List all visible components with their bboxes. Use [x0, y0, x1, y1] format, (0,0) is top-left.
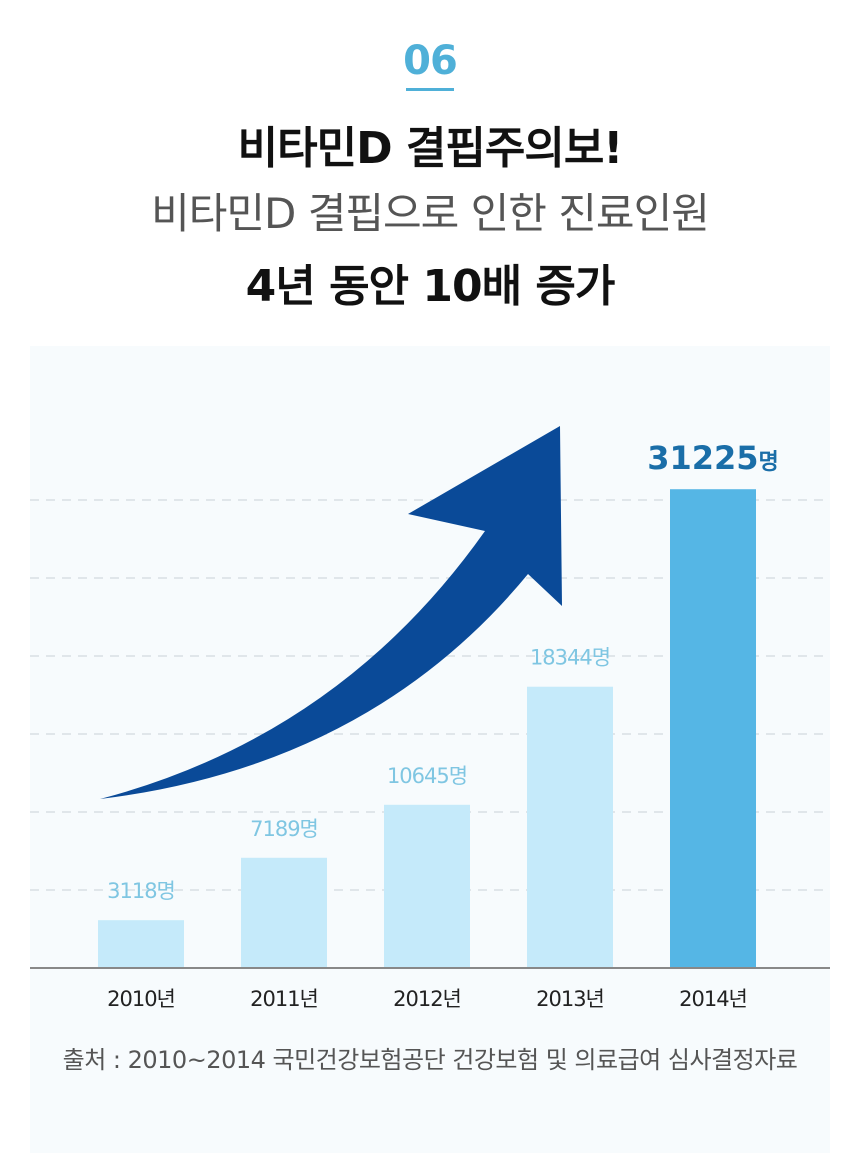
page-subtitle: 비타민D 결핍으로 인한 진료인원	[151, 189, 710, 238]
trend-arrow-icon	[100, 426, 562, 799]
data-label-0: 3118명	[107, 879, 175, 903]
bar-0	[98, 920, 184, 968]
bar-chart: 3118명 2010년 7189명 2011년 10645명 2012년 18344명 201…	[30, 426, 830, 1011]
tick-label-0: 2010년	[107, 987, 175, 1011]
page-headline: 4년 동안 10배 증가	[245, 261, 616, 312]
tick-label-3: 2013년	[536, 987, 604, 1011]
page-title: 비타민D 결핍주의보!	[237, 123, 624, 174]
data-label-3: 18344명	[530, 646, 610, 670]
bar-4	[670, 489, 756, 968]
tick-label-4: 2014년	[679, 987, 747, 1011]
section-number-underline	[406, 88, 454, 91]
tick-label-2: 2012년	[393, 987, 461, 1011]
source-note: 출처 : 2010~2014 국민건강보험공단 건강보험 및 의료급여 심사결정…	[62, 1046, 798, 1074]
tick-label-1: 2011년	[250, 987, 318, 1011]
data-label-1: 7189명	[250, 817, 318, 841]
bar-2	[384, 804, 470, 968]
data-label-2: 10645명	[387, 764, 467, 788]
bar-1	[241, 857, 327, 968]
bar-3	[527, 686, 613, 968]
data-label-4: 31225명	[647, 439, 779, 477]
chart-panel: 3118명 2010년 7189명 2011년 10645명 2012년 18344명 201…	[30, 346, 830, 1153]
section-number: 06	[403, 38, 458, 84]
